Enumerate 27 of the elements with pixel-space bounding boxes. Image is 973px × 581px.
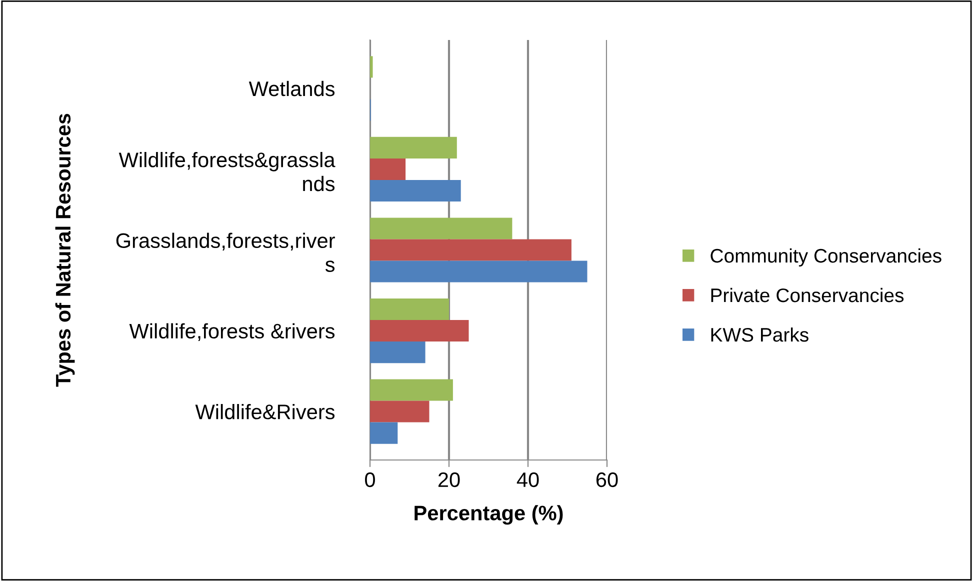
- bar: [370, 218, 512, 240]
- bar: [370, 180, 461, 202]
- x-tick-label: 0: [365, 472, 375, 488]
- bar: [370, 422, 398, 444]
- legend-label: KWS Parks: [711, 327, 808, 342]
- legend-label: Community Conservancies: [710, 248, 942, 267]
- bar: [370, 342, 426, 364]
- bar: [370, 400, 430, 422]
- bar: [370, 136, 457, 158]
- y-tick-label: Grasslands,forests,river s: [116, 232, 335, 272]
- bar: [370, 298, 449, 320]
- bar: [370, 239, 572, 261]
- y-tick-label: Wildlife,forests&grassla nds: [118, 152, 336, 192]
- y-tick-label: Wildlife&Rivers: [195, 404, 335, 420]
- x-tick-label: 60: [596, 472, 618, 488]
- bar: [370, 320, 469, 342]
- y-tick-label: Wildlife,forests &rivers: [129, 323, 335, 341]
- bar: [370, 260, 588, 282]
- y-tick-label: Wetlands: [248, 80, 335, 96]
- y-axis-title: Types of Natural Resources: [55, 114, 75, 387]
- x-tick-label: 20: [438, 472, 460, 488]
- x-axis-title: Percentage (%): [414, 505, 563, 525]
- bar: [370, 158, 406, 180]
- x-tick-label: 40: [516, 472, 539, 488]
- legend-label: Private Conservancies: [711, 288, 904, 302]
- bar: [370, 379, 453, 401]
- bar: [370, 56, 373, 78]
